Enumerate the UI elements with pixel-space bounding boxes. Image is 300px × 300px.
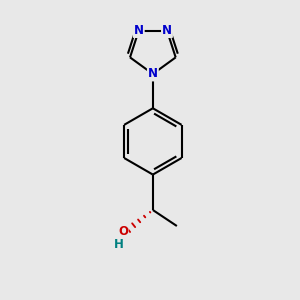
Text: H: H bbox=[114, 238, 124, 251]
Text: N: N bbox=[162, 24, 172, 37]
Text: O: O bbox=[118, 225, 128, 238]
Text: N: N bbox=[148, 68, 158, 80]
Text: N: N bbox=[134, 24, 144, 37]
